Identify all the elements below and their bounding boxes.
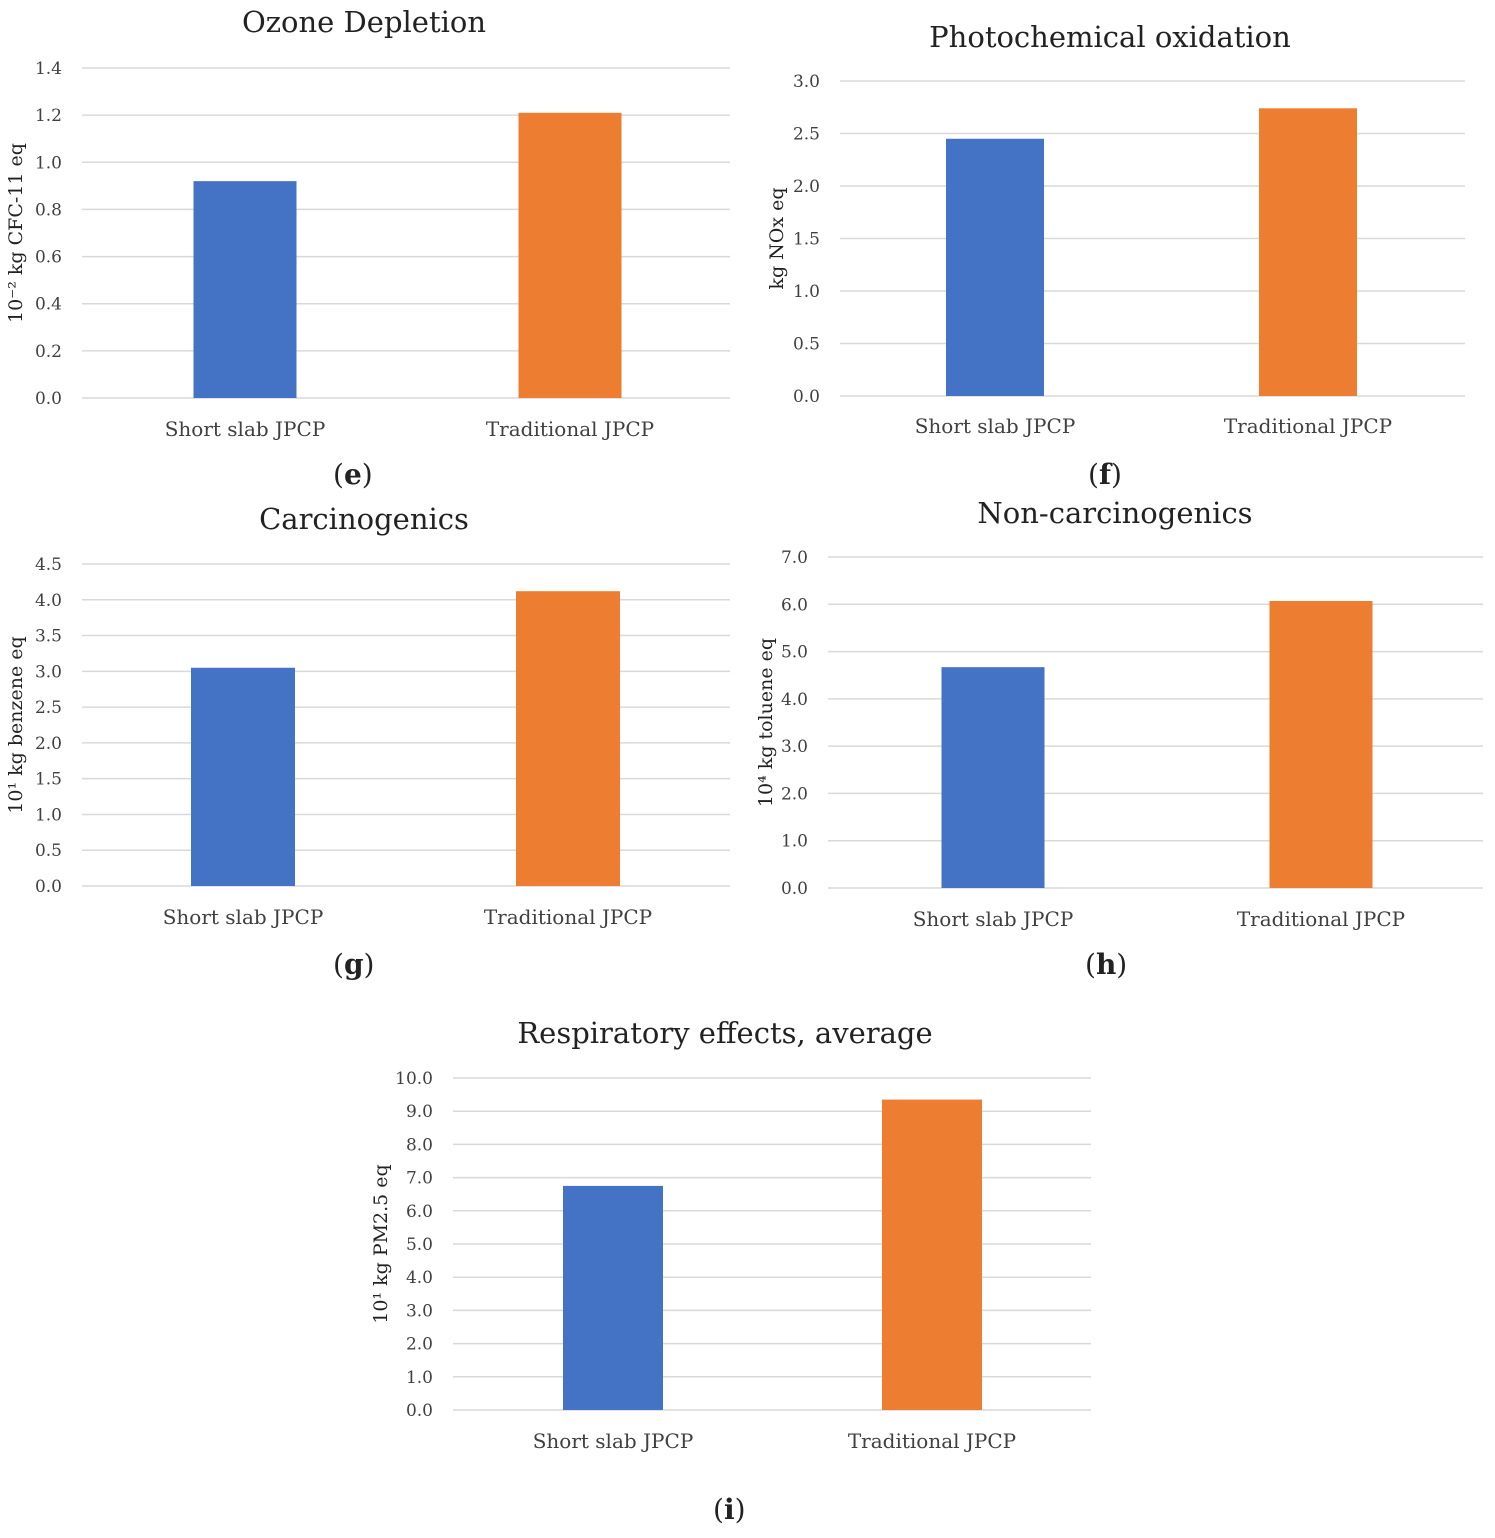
y-tick-label: 2.0 xyxy=(793,177,820,197)
chart-f: Photochemical oxidation 0.0 0.5 1.0 1.5 2.0 2.… xyxy=(766,20,1465,438)
chart-title: Carcinogenics xyxy=(259,502,469,536)
y-tick-label: 0.0 xyxy=(35,877,62,897)
bar-traditional xyxy=(1269,600,1373,888)
panel-label-h: (h) xyxy=(1085,948,1128,981)
y-tick-label: 1.0 xyxy=(793,282,820,302)
y-tick-label: 7.0 xyxy=(781,548,808,568)
y-axis-label: 10¹ kg PM2.5 eq xyxy=(370,1164,392,1323)
x-category-label: Short slab JPCP xyxy=(915,414,1076,438)
y-tick-label: 0.6 xyxy=(35,248,62,268)
chart-e: Ozone Depletion 0.0 0.2 0.4 0.6 0.8 1.0 1.2 1.4 1… xyxy=(5,5,730,441)
y-tick-label: 0.0 xyxy=(35,389,62,409)
y-tick-label: 1.0 xyxy=(35,153,62,173)
y-tick-label: 1.0 xyxy=(35,805,62,825)
y-tick-label: 4.0 xyxy=(781,690,808,710)
x-category-label: Traditional JPCP xyxy=(1237,907,1405,931)
bar-traditional xyxy=(1259,108,1357,397)
panel-label-g: (g) xyxy=(333,948,375,981)
x-category-label: Short slab JPCP xyxy=(163,905,324,929)
y-axis-label: 10⁴ kg toluene eq xyxy=(755,638,777,807)
y-tick-label: 1.5 xyxy=(793,230,820,250)
chart-title: Photochemical oxidation xyxy=(929,20,1291,54)
y-tick-label: 8.0 xyxy=(406,1135,433,1155)
y-tick-label: 10.0 xyxy=(395,1069,433,1089)
x-category-label: Short slab JPCP xyxy=(533,1429,694,1453)
y-tick-label: 2.0 xyxy=(35,734,62,754)
bar-short xyxy=(941,667,1045,888)
y-tick-label: 3.5 xyxy=(35,627,62,647)
panel-label-i: (i) xyxy=(713,1493,746,1526)
chart-title: Non-carcinogenics xyxy=(977,496,1252,530)
y-tick-label: 7.0 xyxy=(406,1169,433,1189)
chart-g: Carcinogenics 0.0 0.5 1.0 1.5 2.0 2.5 3.0 3.5 4.0… xyxy=(5,502,730,929)
y-tick-label: 9.0 xyxy=(406,1102,433,1122)
y-tick-label: 4.5 xyxy=(35,555,62,575)
y-tick-label: 3.0 xyxy=(781,737,808,757)
y-tick-label: 0.4 xyxy=(35,295,62,315)
y-tick-label: 5.0 xyxy=(406,1235,433,1255)
x-category-label: Short slab JPCP xyxy=(913,907,1074,931)
y-tick-label: 2.0 xyxy=(406,1335,433,1355)
y-tick-label: 0.5 xyxy=(35,841,62,861)
y-tick-label: 1.0 xyxy=(406,1368,433,1388)
bar-short xyxy=(191,667,295,886)
y-tick-label: 1.2 xyxy=(35,106,62,126)
x-category-label: Traditional JPCP xyxy=(1224,414,1392,438)
bar-traditional xyxy=(882,1099,982,1410)
y-tick-label: 1.5 xyxy=(35,770,62,790)
x-category-label: Traditional JPCP xyxy=(848,1429,1016,1453)
y-tick-label: 4.0 xyxy=(35,591,62,611)
y-axis-label: 10⁻² kg CFC-11 eq xyxy=(5,143,27,323)
chart-h: Non-carcinogenics 0.0 1.0 2.0 3.0 4.0 5.0 6.0 7.… xyxy=(755,496,1483,931)
y-tick-label: 3.0 xyxy=(793,72,820,92)
x-category-label: Short slab JPCP xyxy=(165,417,326,441)
bar-traditional xyxy=(518,112,622,399)
y-tick-label: 3.0 xyxy=(406,1301,433,1321)
panel-label-e: (e) xyxy=(333,458,373,491)
chart-title: Ozone Depletion xyxy=(242,5,486,39)
bar-short xyxy=(563,1185,663,1410)
y-tick-label: 2.5 xyxy=(793,125,820,145)
y-tick-label: 1.0 xyxy=(781,832,808,852)
y-tick-label: 5.0 xyxy=(781,643,808,663)
bar-short xyxy=(193,181,297,398)
y-tick-label: 0.0 xyxy=(781,879,808,899)
y-tick-label: 3.0 xyxy=(35,662,62,682)
panel-label-f: (f) xyxy=(1088,458,1122,491)
y-axis-label: kg NOx eq xyxy=(766,187,788,289)
y-tick-label: 2.0 xyxy=(781,784,808,804)
y-tick-label: 0.0 xyxy=(406,1401,433,1421)
y-axis-label: 10¹ kg benzene eq xyxy=(5,636,27,813)
y-tick-label: 0.0 xyxy=(793,387,820,407)
y-tick-label: 4.0 xyxy=(406,1268,433,1288)
x-category-label: Traditional JPCP xyxy=(486,417,654,441)
y-tick-label: 1.4 xyxy=(35,59,62,79)
y-tick-label: 2.5 xyxy=(35,698,62,718)
y-tick-label: 6.0 xyxy=(781,595,808,615)
chart-title: Respiratory effects, average xyxy=(517,1016,932,1050)
chart-i: Respiratory effects, average 0.0 1.0 2.0 3.0… xyxy=(370,1016,1091,1453)
bar-traditional xyxy=(516,591,620,886)
y-tick-label: 6.0 xyxy=(406,1202,433,1222)
bar-short xyxy=(946,138,1044,396)
y-tick-label: 0.2 xyxy=(35,342,62,362)
y-tick-label: 0.5 xyxy=(793,335,820,355)
y-tick-label: 0.8 xyxy=(35,200,62,220)
x-category-label: Traditional JPCP xyxy=(484,905,652,929)
